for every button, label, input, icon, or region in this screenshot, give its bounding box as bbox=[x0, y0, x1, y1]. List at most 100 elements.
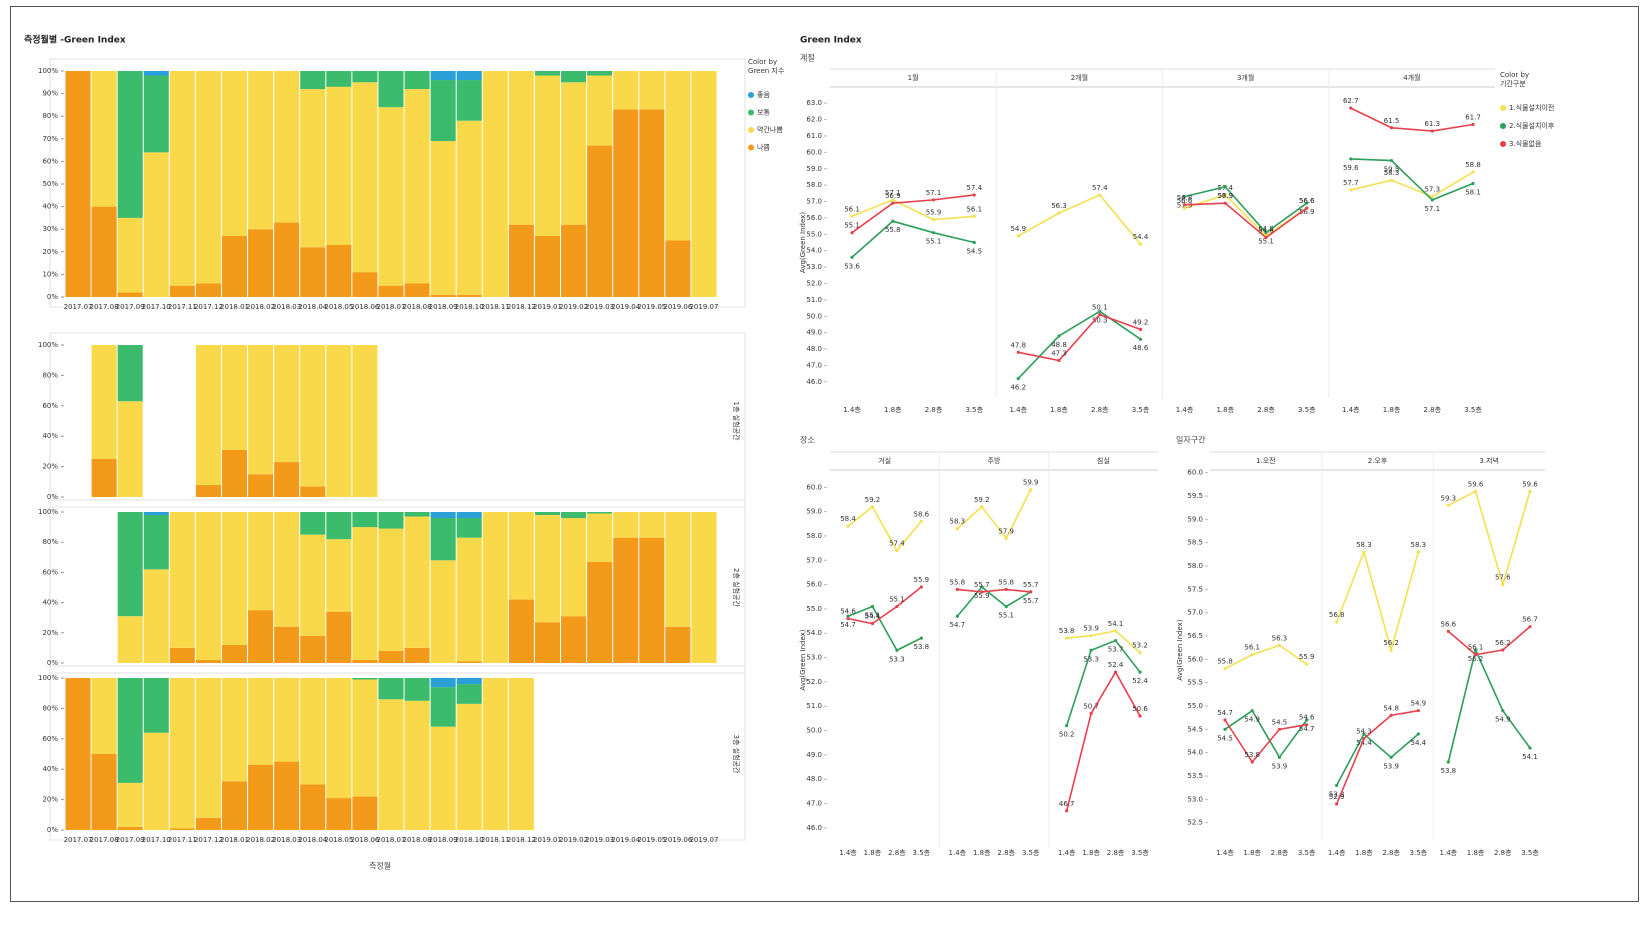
facet-header: 4개월 bbox=[1403, 73, 1420, 82]
bar-segment bbox=[378, 650, 404, 663]
y-tick-label: 63.0 bbox=[806, 99, 822, 107]
bar-segment bbox=[691, 71, 717, 297]
x-tick-label: 3.5층 bbox=[1132, 405, 1150, 414]
x-tick-label: 1.4층 bbox=[843, 405, 861, 414]
bar-segment bbox=[91, 71, 117, 207]
bar-segment bbox=[430, 726, 456, 830]
point bbox=[1389, 648, 1393, 652]
bar-segment bbox=[430, 71, 456, 81]
series-line bbox=[1350, 107, 1474, 132]
x-tick-label: 2019.04 bbox=[611, 836, 640, 844]
bar-segment bbox=[300, 635, 326, 663]
x-tick-label: 2017.07 bbox=[64, 303, 93, 311]
x-tick-label: 2018.06 bbox=[350, 836, 379, 844]
point bbox=[1138, 327, 1143, 331]
point bbox=[1065, 636, 1069, 640]
point-label: 57.4 bbox=[966, 184, 982, 192]
point-label: 49.2 bbox=[1133, 318, 1149, 326]
x-tick-label: 2018.01 bbox=[220, 836, 249, 844]
facet-header: 3개월 bbox=[1237, 73, 1254, 82]
bar-segment bbox=[65, 678, 91, 830]
frame bbox=[10, 6, 1639, 902]
point bbox=[1182, 195, 1187, 199]
bar-segment bbox=[404, 89, 430, 284]
y-tick-label: 53.5 bbox=[1187, 772, 1203, 780]
y-tick-label: 40% bbox=[42, 765, 58, 773]
point-label: 48.6 bbox=[1133, 344, 1149, 352]
y-tick-label: 60% bbox=[42, 735, 58, 743]
series-line bbox=[1350, 158, 1474, 201]
y-tick-label: 48.0 bbox=[806, 345, 822, 353]
bar-segment bbox=[248, 345, 274, 475]
point-label: 55.9 bbox=[974, 592, 990, 600]
point-label: 46.7 bbox=[1059, 800, 1075, 808]
x-tick-label: 1.4층 bbox=[1009, 405, 1027, 414]
x-tick-label: 2018.05 bbox=[324, 303, 353, 311]
bar-segment bbox=[430, 294, 456, 297]
point-label: 59.6 bbox=[1343, 164, 1359, 172]
point bbox=[850, 231, 854, 235]
x-tick-label: 3.5층 bbox=[1464, 405, 1482, 414]
x-tick-label: 3.5층 bbox=[1022, 848, 1040, 857]
y-tick-label: 58.5 bbox=[1187, 539, 1203, 547]
facet-header: 3.저녁 bbox=[1479, 456, 1499, 465]
y-tick-label: 57.5 bbox=[1187, 585, 1203, 593]
x-tick-label: 2019.07 bbox=[689, 836, 718, 844]
x-tick-label: 2019.01 bbox=[533, 303, 562, 311]
bar-segment bbox=[404, 516, 430, 648]
facet-label: 1층 실험공간 bbox=[732, 402, 741, 441]
y-tick-label: 60.0 bbox=[806, 148, 822, 156]
panel-frame bbox=[49, 332, 746, 508]
point-label: 54.6 bbox=[840, 608, 856, 616]
bar-segment bbox=[404, 700, 430, 830]
point-label: 56.8 bbox=[1177, 194, 1193, 202]
point bbox=[1029, 590, 1033, 594]
bar-segment bbox=[378, 285, 404, 297]
series-line bbox=[1184, 202, 1308, 239]
series-line bbox=[1224, 644, 1308, 670]
point bbox=[980, 585, 984, 589]
series-line bbox=[851, 199, 975, 221]
point-label: 54.5 bbox=[1217, 734, 1233, 742]
point-label: 48.8 bbox=[1051, 341, 1067, 349]
point bbox=[931, 198, 936, 202]
series-line bbox=[1447, 626, 1531, 656]
point-label: 56.6 bbox=[1441, 620, 1457, 628]
y-tick-label: 100% bbox=[38, 341, 58, 349]
series-line bbox=[1066, 629, 1141, 654]
x-tick-label: 2017.09 bbox=[116, 836, 145, 844]
bar-segment bbox=[352, 345, 378, 497]
bar-segment bbox=[404, 71, 430, 90]
bar-segment bbox=[195, 678, 221, 818]
bar-segment bbox=[221, 449, 248, 497]
point bbox=[1349, 106, 1353, 110]
y-tick-label: 100% bbox=[38, 508, 58, 516]
bar-segment bbox=[117, 345, 143, 402]
x-tick-label: 2.8층 bbox=[888, 848, 906, 857]
point-label: 54.9 bbox=[1411, 700, 1427, 708]
point bbox=[1098, 309, 1102, 313]
bar-segment bbox=[248, 610, 274, 663]
facet-header: 1월 bbox=[908, 73, 919, 82]
y-tick-label: 57.0 bbox=[806, 198, 822, 206]
section-title: 일자구간 bbox=[1176, 435, 1206, 445]
series-line bbox=[1224, 709, 1308, 759]
bar-segment bbox=[143, 515, 169, 570]
point-label: 54.7 bbox=[840, 621, 856, 629]
bar-segment bbox=[404, 283, 430, 297]
y-tick-label: 53.0 bbox=[806, 263, 822, 271]
bar-segment bbox=[534, 235, 561, 297]
bar-segment bbox=[117, 217, 143, 293]
facet-header: 주방 bbox=[988, 456, 1001, 465]
x-tick-label: 2018.08 bbox=[403, 303, 432, 311]
point bbox=[1528, 746, 1532, 750]
y-tick-label: 60% bbox=[42, 402, 58, 410]
point-label: 56.3 bbox=[1051, 202, 1067, 210]
y-tick-label: 54.0 bbox=[1187, 749, 1203, 757]
bar-segment bbox=[169, 678, 195, 829]
x-tick-label: 3.5층 bbox=[1298, 848, 1316, 857]
series-line bbox=[847, 586, 922, 625]
point-label: 56.8 bbox=[1329, 611, 1345, 619]
bar-segment bbox=[456, 661, 482, 663]
